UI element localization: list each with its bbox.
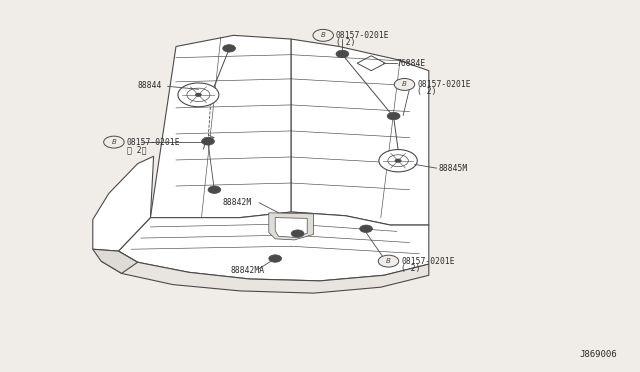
Circle shape [291,230,304,237]
Polygon shape [93,156,154,251]
Text: 88844: 88844 [138,81,162,90]
Circle shape [223,45,236,52]
Circle shape [178,83,219,107]
Circle shape [379,150,417,172]
Circle shape [195,93,202,97]
Polygon shape [93,249,138,273]
Circle shape [395,159,401,163]
Circle shape [269,255,282,262]
Text: 08157-0201E: 08157-0201E [417,80,471,89]
Text: ( 2): ( 2) [336,38,355,47]
Circle shape [313,29,333,41]
Circle shape [387,112,400,120]
Text: 08157-0201E: 08157-0201E [401,257,455,266]
Text: 08157-0201E: 08157-0201E [127,138,180,147]
Text: B: B [386,258,391,264]
Text: 08157-0201E: 08157-0201E [336,31,390,40]
Text: B: B [402,81,407,87]
Text: B: B [111,139,116,145]
Polygon shape [275,218,307,237]
Polygon shape [118,212,429,281]
Polygon shape [269,213,314,240]
Text: B: B [321,32,326,38]
Polygon shape [291,39,429,225]
Text: ( 2): ( 2) [417,87,436,96]
Text: J869006: J869006 [580,350,617,359]
Circle shape [378,255,399,267]
Circle shape [202,138,214,145]
Circle shape [394,78,415,90]
Polygon shape [101,251,429,293]
Polygon shape [150,35,291,218]
Circle shape [336,50,349,58]
Circle shape [208,186,221,193]
Text: ( 2): ( 2) [401,264,420,273]
Circle shape [104,136,124,148]
Circle shape [360,225,372,232]
Text: 76884E: 76884E [397,59,426,68]
Text: 88845M: 88845M [438,164,468,173]
Text: 88842M: 88842M [223,198,252,207]
Text: （ 2）: （ 2） [127,145,146,154]
Text: 88842MA: 88842MA [230,266,264,275]
